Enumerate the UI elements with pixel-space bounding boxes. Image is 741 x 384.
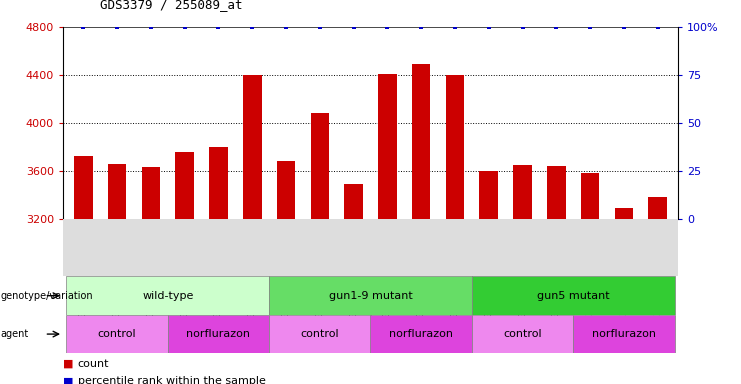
Text: GDS3379 / 255089_at: GDS3379 / 255089_at (100, 0, 242, 12)
Bar (107, 164, 127, 219)
Bar (142, 167, 160, 219)
Text: genotype/variation: genotype/variation (1, 291, 93, 301)
Bar (67, 315, 167, 353)
Bar (74, 157, 93, 219)
Bar (370, 315, 472, 353)
Point (77, 24, 89, 30)
Bar (269, 276, 472, 315)
Text: gun1-9 mutant: gun1-9 mutant (328, 291, 413, 301)
Bar (209, 147, 227, 219)
Point (483, 24, 495, 30)
Bar (445, 75, 465, 219)
Text: control: control (98, 329, 136, 339)
Point (516, 24, 528, 30)
Bar (276, 161, 296, 219)
Bar (574, 315, 674, 353)
Bar (547, 166, 565, 219)
Bar (614, 208, 634, 219)
Point (145, 24, 157, 30)
Bar (378, 74, 396, 219)
Text: gun5 mutant: gun5 mutant (537, 291, 610, 301)
Bar (345, 184, 363, 219)
Text: ■: ■ (63, 376, 73, 384)
Bar (176, 152, 194, 219)
Bar (67, 276, 269, 315)
Bar (472, 315, 574, 353)
Point (652, 24, 664, 30)
Bar (412, 64, 431, 219)
Bar (479, 171, 498, 219)
Bar (167, 315, 269, 353)
Point (584, 24, 596, 30)
Bar (514, 165, 532, 219)
Bar (243, 75, 262, 219)
Bar (581, 173, 599, 219)
Text: norflurazon: norflurazon (389, 329, 453, 339)
Point (348, 24, 359, 30)
Point (449, 24, 461, 30)
Point (314, 24, 326, 30)
Text: wild-type: wild-type (142, 291, 193, 301)
Bar (472, 276, 674, 315)
Text: norflurazon: norflurazon (592, 329, 656, 339)
Bar (310, 113, 329, 219)
Point (551, 24, 562, 30)
Point (246, 24, 258, 30)
Point (382, 24, 393, 30)
Text: norflurazon: norflurazon (187, 329, 250, 339)
Point (111, 24, 123, 30)
Text: control: control (503, 329, 542, 339)
Point (618, 24, 630, 30)
Bar (269, 315, 370, 353)
Text: count: count (78, 359, 110, 369)
Text: control: control (301, 329, 339, 339)
Point (415, 24, 427, 30)
Point (213, 24, 225, 30)
Bar (648, 197, 667, 219)
Text: agent: agent (1, 329, 29, 339)
Text: ■: ■ (63, 359, 73, 369)
Text: percentile rank within the sample: percentile rank within the sample (78, 376, 266, 384)
Point (179, 24, 190, 30)
Point (280, 24, 292, 30)
